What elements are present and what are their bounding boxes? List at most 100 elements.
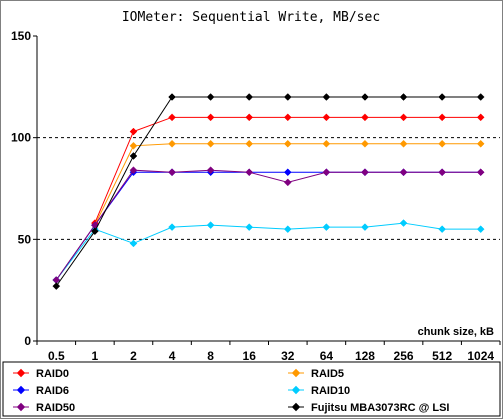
legend-label: RAID10: [311, 385, 350, 397]
series-raid6: [52, 168, 485, 284]
legend-marker: [16, 385, 26, 395]
legend-marker: [291, 368, 301, 378]
x-tick-label-0.5: 0.5: [48, 349, 65, 363]
y-axis-ticks: 0 50 100 150: [11, 29, 37, 348]
data-point: [322, 93, 331, 101]
axes: [36, 36, 500, 342]
legend-item: Fujitsu MBA3073RC @ LSI: [288, 402, 449, 414]
data-point: [206, 166, 215, 175]
x-tick-label-2: 2: [130, 349, 137, 363]
data-point: [361, 139, 369, 148]
legend-marker: [16, 368, 26, 378]
x-tick-label-8: 8: [207, 349, 214, 363]
series-fujitsu-mba3073rc-lsi: [52, 93, 485, 290]
data-point: [129, 127, 138, 136]
data-point: [168, 113, 176, 122]
data-point: [438, 225, 446, 234]
data-point: [168, 139, 176, 148]
series-line: [55, 143, 481, 281]
x-axis-label: chunk size, kB: [418, 326, 494, 338]
series-raid5: [52, 139, 485, 284]
x-tick-label-128: 128: [355, 349, 375, 363]
series-line: [55, 222, 481, 281]
series-line: [55, 171, 481, 281]
data-point: [168, 223, 176, 231]
legend-label: RAID50: [36, 402, 75, 414]
data-point: [206, 221, 215, 229]
data-point: [322, 113, 331, 122]
data-point: [245, 168, 254, 177]
data-point: [168, 93, 176, 101]
data-point: [283, 139, 292, 148]
x-tick-label-512: 512: [432, 349, 452, 363]
data-point: [129, 152, 138, 160]
data-point: [129, 166, 138, 175]
y-tick-label-100: 100: [11, 131, 31, 145]
data-point: [399, 219, 408, 227]
y-tick-label-150: 150: [11, 29, 31, 43]
data-point: [245, 93, 254, 101]
data-point: [129, 239, 138, 248]
data-point: [283, 93, 292, 101]
series-line: [55, 96, 481, 287]
data-point: [399, 113, 408, 122]
legend-marker: [16, 402, 26, 412]
y-tick-label-0: 0: [24, 334, 31, 348]
x-tick-label-64: 64: [320, 349, 334, 363]
data-point: [245, 113, 254, 122]
y-tick-label-50: 50: [18, 232, 32, 246]
data-point: [438, 139, 446, 148]
data-point: [399, 168, 408, 177]
data-point: [438, 168, 446, 177]
data-point: [168, 168, 176, 177]
x-axis-ticks: 0.5 1 2 4 8 16 32 64 128 256 512 1024: [36, 341, 501, 363]
legend-item: RAID50: [13, 402, 75, 414]
x-tick-label-1024: 1024: [467, 349, 494, 363]
legend-item: RAID5: [288, 368, 344, 380]
data-point: [361, 223, 369, 231]
x-tick-label-256: 256: [394, 349, 414, 363]
legend-label: Fujitsu MBA3073RC @ LSI: [311, 402, 449, 414]
chart-title: IOMeter: Sequential Write, MB/sec: [122, 10, 380, 25]
data-point: [206, 139, 215, 148]
legend-box: [2, 361, 501, 417]
series-raid0: [91, 113, 485, 227]
data-point: [476, 139, 485, 148]
series-raid50: [52, 166, 485, 284]
data-point: [283, 225, 292, 234]
x-tick-label-32: 32: [281, 349, 295, 363]
data-point: [476, 93, 485, 101]
legend-item: RAID10: [288, 385, 350, 397]
data-point: [361, 168, 369, 177]
data-point: [52, 282, 61, 290]
data-point: [91, 227, 99, 236]
legend-label: RAID5: [311, 368, 344, 380]
data-point: [476, 225, 485, 234]
data-point: [206, 113, 215, 122]
data-point: [283, 113, 292, 122]
legend: RAID0 RAID5 RAID6 RAID10 RAID50 Fujitsu MBA30…: [2, 361, 501, 417]
legend-item: RAID6: [13, 385, 69, 397]
data-point: [438, 93, 446, 101]
x-tick-label-1: 1: [92, 349, 99, 363]
legend-item: RAID0: [13, 368, 69, 380]
x-tick-label-16: 16: [243, 349, 257, 363]
data-point: [399, 93, 408, 101]
series-layer: [52, 93, 485, 290]
gridlines: [37, 137, 500, 240]
data-point: [322, 168, 331, 177]
data-point: [283, 178, 292, 187]
legend-label: RAID6: [36, 385, 69, 397]
data-point: [206, 93, 215, 101]
data-point: [438, 113, 446, 122]
series-raid10: [52, 219, 485, 284]
data-point: [476, 168, 485, 177]
series-line: [55, 169, 481, 281]
data-point: [476, 113, 485, 122]
data-point: [399, 139, 408, 148]
legend-marker: [291, 385, 301, 395]
data-point: [245, 223, 254, 231]
data-point: [361, 113, 369, 122]
